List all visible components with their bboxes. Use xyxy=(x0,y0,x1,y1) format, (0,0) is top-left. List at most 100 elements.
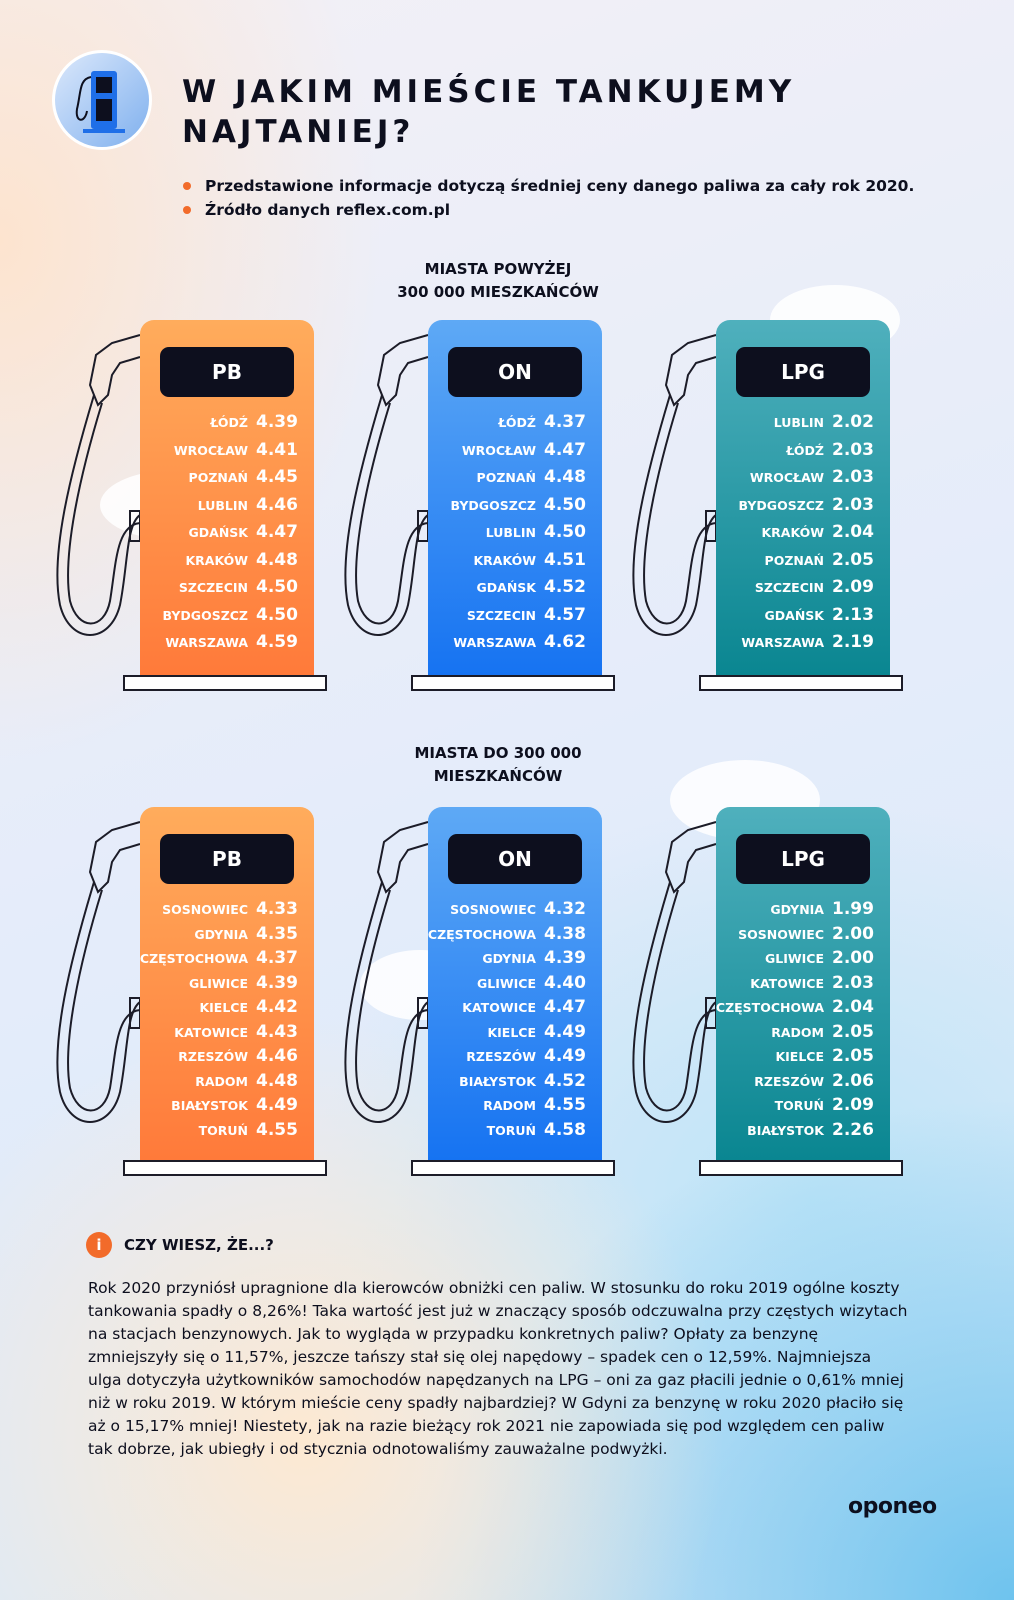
price-value: 4.42 xyxy=(256,997,298,1017)
city-name: KRAKÓW xyxy=(473,552,536,568)
fuel-nozzle-hose-icon xyxy=(632,334,717,636)
city-name: BYDGOSZCZ xyxy=(450,497,536,513)
price-row: GLIWICE 4.39 xyxy=(140,973,298,998)
pump-base xyxy=(699,675,903,691)
price-row: WARSZAWA 4.59 xyxy=(163,632,298,660)
price-value: 4.49 xyxy=(544,1021,586,1042)
price-row: BIAŁYSTOK 4.49 xyxy=(140,1095,298,1120)
price-value: 4.55 xyxy=(544,1095,586,1115)
city-name: BIAŁYSTOK xyxy=(747,1122,824,1138)
price-row: SOSNOWIEC 4.33 xyxy=(140,899,298,924)
price-value: 2.05 xyxy=(832,549,874,570)
city-name: KRAKÓW xyxy=(185,552,248,568)
price-row: SZCZECIN 4.57 xyxy=(451,604,586,633)
fuel-pump-logo-icon xyxy=(52,50,152,150)
city-name: WROCŁAW xyxy=(461,442,536,458)
price-value: 4.57 xyxy=(544,604,586,625)
price-row: LUBLIN 2.02 xyxy=(739,412,874,440)
price-list: SOSNOWIEC 4.32 CZĘSTOCHOWA 4.38 GDYNIA 4.39 GL… xyxy=(428,899,586,1144)
city-name: GLIWICE xyxy=(476,975,536,991)
city-name: WARSZAWA xyxy=(165,635,248,650)
city-name: GDYNIA xyxy=(482,951,536,966)
price-row: ŁÓDŹ 4.39 xyxy=(163,412,298,440)
price-value: 4.47 xyxy=(544,997,586,1017)
price-value: 4.32 xyxy=(544,899,586,919)
price-value: 4.49 xyxy=(544,1046,586,1066)
section-title-line: MIESZKAŃCÓW xyxy=(433,767,563,785)
city-name: KATOWICE xyxy=(750,975,824,991)
price-row: CZĘSTOCHOWA 2.04 xyxy=(716,997,874,1022)
city-name: KRAKÓW xyxy=(761,525,824,540)
section-title: MIASTA POWYŻEJ 300 000 MIESZKAŃCÓW xyxy=(348,258,648,304)
fuel-pump-on: ON SOSNOWIEC 4.32 CZĘSTOCHOWA 4.38 GDYNIA 4.39… xyxy=(428,807,602,1160)
city-name: RADOM xyxy=(195,1073,248,1089)
price-value: 2.04 xyxy=(832,997,874,1017)
section-title-line: MIASTA POWYŻEJ xyxy=(424,260,572,278)
price-row: RZESZÓW 4.46 xyxy=(140,1046,298,1071)
price-value: 2.03 xyxy=(832,972,874,993)
city-name: SOSNOWIEC xyxy=(738,926,824,942)
fuel-type-label: LPG xyxy=(736,347,870,397)
city-name: TORUŃ xyxy=(486,1122,536,1138)
price-row: GDAŃSK 2.13 xyxy=(739,605,874,633)
info-icon: i xyxy=(86,1232,112,1258)
price-list: SOSNOWIEC 4.33 GDYNIA 4.35 CZĘSTOCHOWA 4.37 GL… xyxy=(140,899,298,1145)
price-row: RZESZÓW 4.49 xyxy=(428,1046,586,1071)
city-name: BIAŁYSTOK xyxy=(459,1073,536,1089)
price-value: 4.49 xyxy=(256,1095,298,1115)
city-name: KATOWICE xyxy=(174,1024,248,1040)
city-name: RADOM xyxy=(771,1024,824,1040)
city-name: GDAŃSK xyxy=(188,525,248,540)
price-row: KATOWICE 4.43 xyxy=(140,1021,298,1047)
price-row: RZESZÓW 2.06 xyxy=(716,1071,874,1096)
price-value: 4.50 xyxy=(544,522,586,542)
price-row: KIELCE 2.05 xyxy=(716,1046,874,1071)
price-value: 4.48 xyxy=(256,549,298,570)
price-row: TORUŃ 4.55 xyxy=(140,1119,298,1145)
fuel-pump-on: ON ŁÓDŹ 4.37 WROCŁAW 4.47 POZNAŃ 4.48 BYDGOSZCZ… xyxy=(428,320,602,675)
fuel-type-label: PB xyxy=(160,834,294,884)
price-value: 4.50 xyxy=(256,577,298,597)
price-value: 4.58 xyxy=(544,1119,586,1140)
city-name: SZCZECIN xyxy=(178,580,248,595)
price-row: WROCŁAW 4.41 xyxy=(163,440,298,468)
price-value: 4.43 xyxy=(256,1021,298,1042)
city-name: LUBLIN xyxy=(485,525,536,540)
price-row: GDYNIA 4.39 xyxy=(428,948,586,973)
city-name: GLIWICE xyxy=(188,975,248,991)
price-row: GDAŃSK 4.52 xyxy=(451,577,586,605)
price-value: 2.04 xyxy=(832,522,874,542)
price-value: 4.46 xyxy=(256,1046,298,1066)
price-value: 4.55 xyxy=(256,1119,298,1140)
price-row: KIELCE 4.49 xyxy=(428,1021,586,1047)
city-name: LUBLIN xyxy=(197,497,248,513)
price-list: ŁÓDŹ 4.37 WROCŁAW 4.47 POZNAŃ 4.48 BYDGOSZCZ 4.… xyxy=(450,412,586,660)
price-row: WROCŁAW 2.03 xyxy=(739,467,874,495)
price-row: KIELCE 4.42 xyxy=(140,997,298,1022)
price-row: CZĘSTOCHOWA 4.37 xyxy=(140,948,298,973)
price-value: 4.52 xyxy=(544,1070,586,1091)
price-value: 4.37 xyxy=(256,948,298,968)
price-list: ŁÓDŹ 4.39 WROCŁAW 4.41 POZNAŃ 4.45 LUBLIN 4.46 G… xyxy=(163,412,298,660)
price-row: WARSZAWA 2.19 xyxy=(739,632,874,660)
price-row: RADOM 2.05 xyxy=(716,1022,874,1047)
pump-base xyxy=(123,675,327,691)
price-value: 4.48 xyxy=(256,1070,298,1091)
price-row: POZNAŃ 4.48 xyxy=(451,467,586,495)
notes-list: Przedstawione informacje dotyczą średnie… xyxy=(183,174,914,222)
oponeo-logo: oponeo xyxy=(848,1494,937,1519)
price-value: 1.99 xyxy=(832,899,874,919)
price-row: POZNAŃ 4.45 xyxy=(163,467,298,495)
price-row: BYDGOSZCZ 4.50 xyxy=(450,495,586,523)
fuel-pump-pb: PB ŁÓDŹ 4.39 WROCŁAW 4.41 POZNAŃ 4.45 LUBLIN 4.4… xyxy=(140,320,314,675)
fuel-nozzle-hose-icon xyxy=(344,821,429,1123)
price-row: GDYNIA 1.99 xyxy=(716,899,874,924)
city-name: RZESZÓW xyxy=(178,1049,248,1064)
price-value: 2.19 xyxy=(832,632,874,652)
price-value: 4.47 xyxy=(256,522,298,542)
price-row: KRAKÓW 4.51 xyxy=(451,550,585,578)
price-row: GLIWICE 4.40 xyxy=(428,973,586,998)
section-title: MIASTA DO 300 000 MIESZKAŃCÓW xyxy=(348,742,648,788)
city-name: BYDGOSZCZ xyxy=(738,497,824,513)
city-name: SZCZECIN xyxy=(466,607,536,623)
